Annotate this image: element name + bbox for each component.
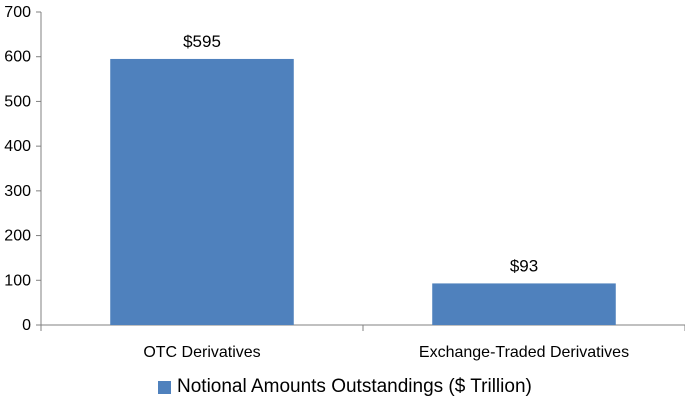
y-tick-label: 300 [4,183,31,200]
legend: Notional Amounts Outstandings ($ Trillio… [158,374,532,400]
bar [110,58,294,325]
x-axis [40,324,685,331]
legend-swatch [158,380,171,394]
data-label: $93 [510,256,538,275]
data-labels: $595 $93 [183,32,538,275]
category-label: Exchange-Traded Derivatives [419,344,629,361]
bar [432,283,616,325]
y-tick-label: 200 [4,228,31,245]
y-tick-label: 700 [4,4,31,21]
legend-label: Notional Amounts Outstandings ($ Trillio… [177,376,532,397]
y-tick-label: 400 [4,138,31,155]
category-labels: OTC Derivatives Exchange-Traded Derivativ… [143,344,629,361]
y-tick-label: 600 [4,49,31,66]
category-label: OTC Derivatives [143,344,260,361]
y-axis: 0 100 200 300 400 500 600 700 [4,4,42,334]
data-label: $595 [183,32,221,51]
y-tick-label: 100 [4,272,31,289]
y-tick-label: 0 [22,317,31,334]
bar-chart: 0 100 200 300 400 500 600 700 $595 $93 OTC Deriv… [4,4,685,361]
bars [110,58,616,325]
y-tick-label: 500 [4,93,31,110]
